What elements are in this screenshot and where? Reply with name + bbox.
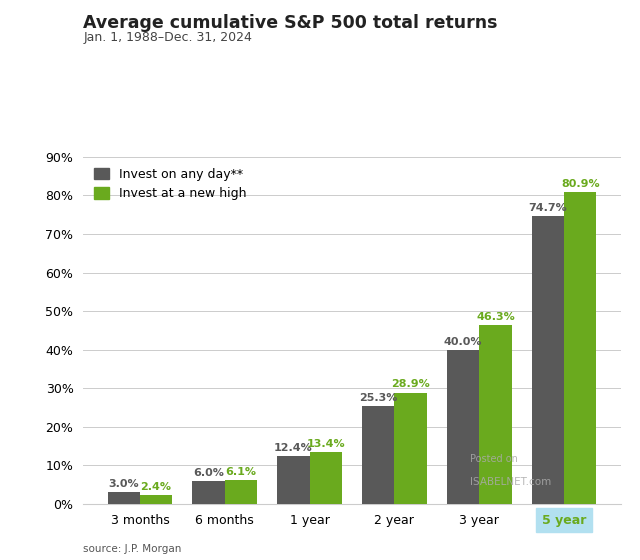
Text: 80.9%: 80.9% <box>561 179 600 189</box>
Bar <box>394 393 427 504</box>
Bar <box>447 349 479 504</box>
Bar <box>225 480 257 504</box>
Bar <box>140 494 172 504</box>
Bar <box>193 481 225 504</box>
Text: 40.0%: 40.0% <box>444 337 483 347</box>
Legend: Invest on any day**, Invest at a new high: Invest on any day**, Invest at a new hig… <box>90 163 252 206</box>
Text: 2.4%: 2.4% <box>141 482 172 492</box>
Bar <box>564 192 596 504</box>
Text: 6.1%: 6.1% <box>225 468 257 477</box>
Text: 25.3%: 25.3% <box>359 393 397 403</box>
Bar <box>532 216 564 504</box>
Text: 13.4%: 13.4% <box>307 439 345 449</box>
Text: 3.0%: 3.0% <box>108 479 139 489</box>
Text: 12.4%: 12.4% <box>274 443 313 453</box>
Bar <box>277 456 310 504</box>
Text: 74.7%: 74.7% <box>529 203 568 213</box>
Text: 28.9%: 28.9% <box>391 380 430 389</box>
Text: Average cumulative S&P 500 total returns: Average cumulative S&P 500 total returns <box>83 14 498 32</box>
Text: Posted on: Posted on <box>470 454 518 464</box>
Text: 6.0%: 6.0% <box>193 468 224 478</box>
Bar <box>310 452 342 504</box>
Bar <box>362 407 394 504</box>
Bar <box>108 492 140 504</box>
Text: ISABELNET.com: ISABELNET.com <box>470 477 552 487</box>
Bar <box>479 325 511 504</box>
Text: 46.3%: 46.3% <box>476 312 515 323</box>
Text: source: J.P. Morgan: source: J.P. Morgan <box>83 544 182 554</box>
Text: Jan. 1, 1988–Dec. 31, 2024: Jan. 1, 1988–Dec. 31, 2024 <box>83 31 252 44</box>
